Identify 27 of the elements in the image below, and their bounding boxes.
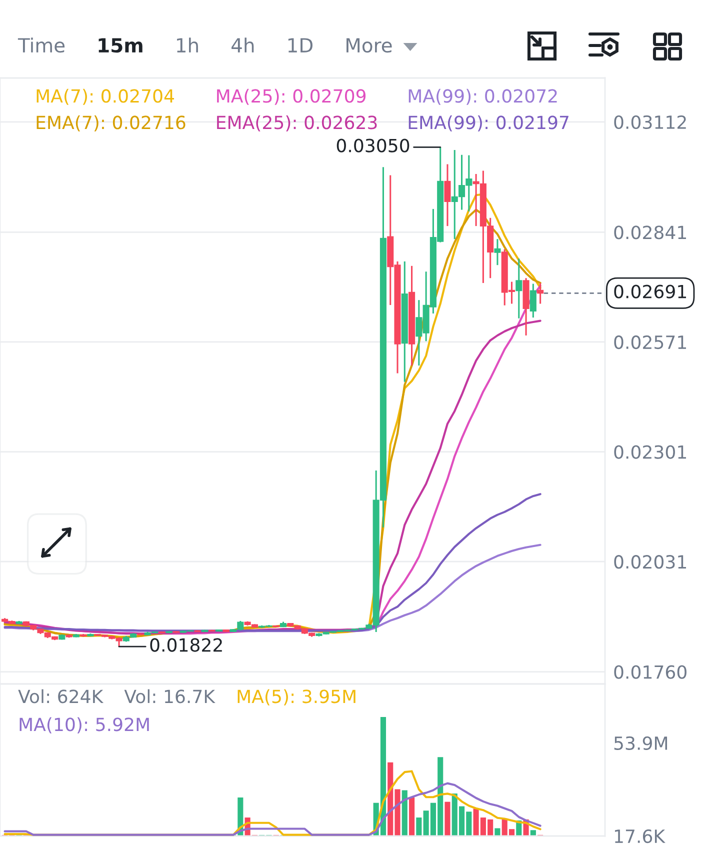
annotation: 0.01822 — [150, 638, 222, 652]
text: MA(25): 0.02709 — [217, 88, 366, 105]
text: 1h — [177, 38, 198, 52]
text: More — [346, 38, 392, 53]
text: EMA(25): 0.02623 — [217, 115, 377, 132]
y-tick-label: 53.9M — [614, 736, 668, 750]
y-tick-label: 0.02841 — [614, 226, 686, 240]
y-tick-label: 0.01760 — [614, 665, 686, 679]
y-tick-label: 0.02031 — [614, 555, 686, 569]
text: MA(7): 0.02704 — [36, 88, 174, 105]
y-tick-label: 0.02301 — [614, 445, 686, 459]
annotation: 0.03050 — [336, 138, 410, 152]
annotation: Vol: 16.7K — [124, 689, 216, 704]
ref-line-label: 0.02691 — [614, 284, 686, 298]
text: 4h — [232, 38, 254, 52]
text: MA(10): 5.92M — [20, 717, 149, 734]
text: EMA(7): 0.02716 — [36, 115, 186, 132]
text: 1D — [288, 38, 312, 52]
y-tick-label: 0.02571 — [614, 335, 686, 350]
text: MA(5): 3.95M — [238, 689, 356, 706]
text: Time — [18, 38, 65, 53]
text: EMA(99): 0.02197 — [408, 115, 568, 132]
y-tick-label: 17.6K — [614, 829, 666, 844]
annotation: Vol: 624K — [18, 689, 104, 704]
text: MA(99): 0.02072 — [408, 88, 557, 105]
y-tick-label: 0.03112 — [614, 115, 686, 130]
text: 15m — [98, 38, 142, 53]
